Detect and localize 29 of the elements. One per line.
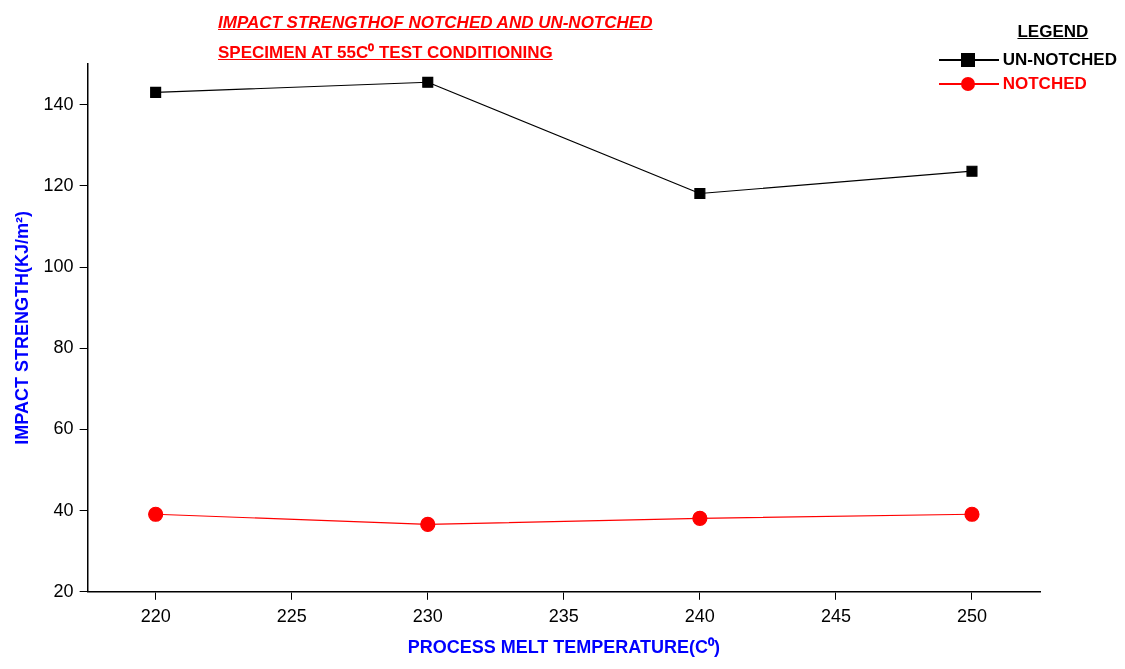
- y-tick-label: 140: [43, 93, 74, 114]
- y-tick-label: 80: [53, 337, 74, 358]
- point: [150, 86, 162, 98]
- y-tick-label: 40: [53, 499, 74, 520]
- x-tick-label: 220: [140, 605, 171, 626]
- point: [422, 76, 434, 88]
- legend-title: LEGEND: [1016, 22, 1090, 42]
- y-tick-label: 20: [53, 580, 74, 601]
- point: [420, 516, 436, 532]
- y-tick-label: 120: [43, 174, 74, 195]
- y-tick-label: 100: [43, 255, 74, 276]
- chart-title: IMPACT STRENGTHOF NOTCHED AND UN-NOTCHED: [218, 12, 653, 34]
- point: [966, 165, 978, 177]
- x-tick-label: 240: [684, 605, 715, 626]
- x-axis-title: PROCESS MELT TEMPERATURE(C⁰): [407, 637, 720, 658]
- x-tick-label: 250: [956, 605, 987, 626]
- y-tick-label: 60: [53, 418, 74, 439]
- x-tick-label: 230: [412, 605, 443, 626]
- legend-label: UN-NOTCHED: [1002, 50, 1117, 70]
- x-tick-label: 245: [820, 605, 851, 626]
- point: [148, 506, 164, 522]
- legend-label: NOTCHED: [1002, 74, 1087, 94]
- x-tick-label: 235: [548, 605, 579, 626]
- point: [964, 506, 980, 522]
- point: [694, 187, 706, 200]
- x-tick-label: 225: [276, 605, 307, 626]
- point: [692, 510, 708, 526]
- y-axis-title: IMPACT STRENGTH(KJ/m²): [11, 211, 32, 445]
- chart-subtitle: SPECIMEN AT 55C⁰ TEST CONDITIONING: [218, 42, 554, 64]
